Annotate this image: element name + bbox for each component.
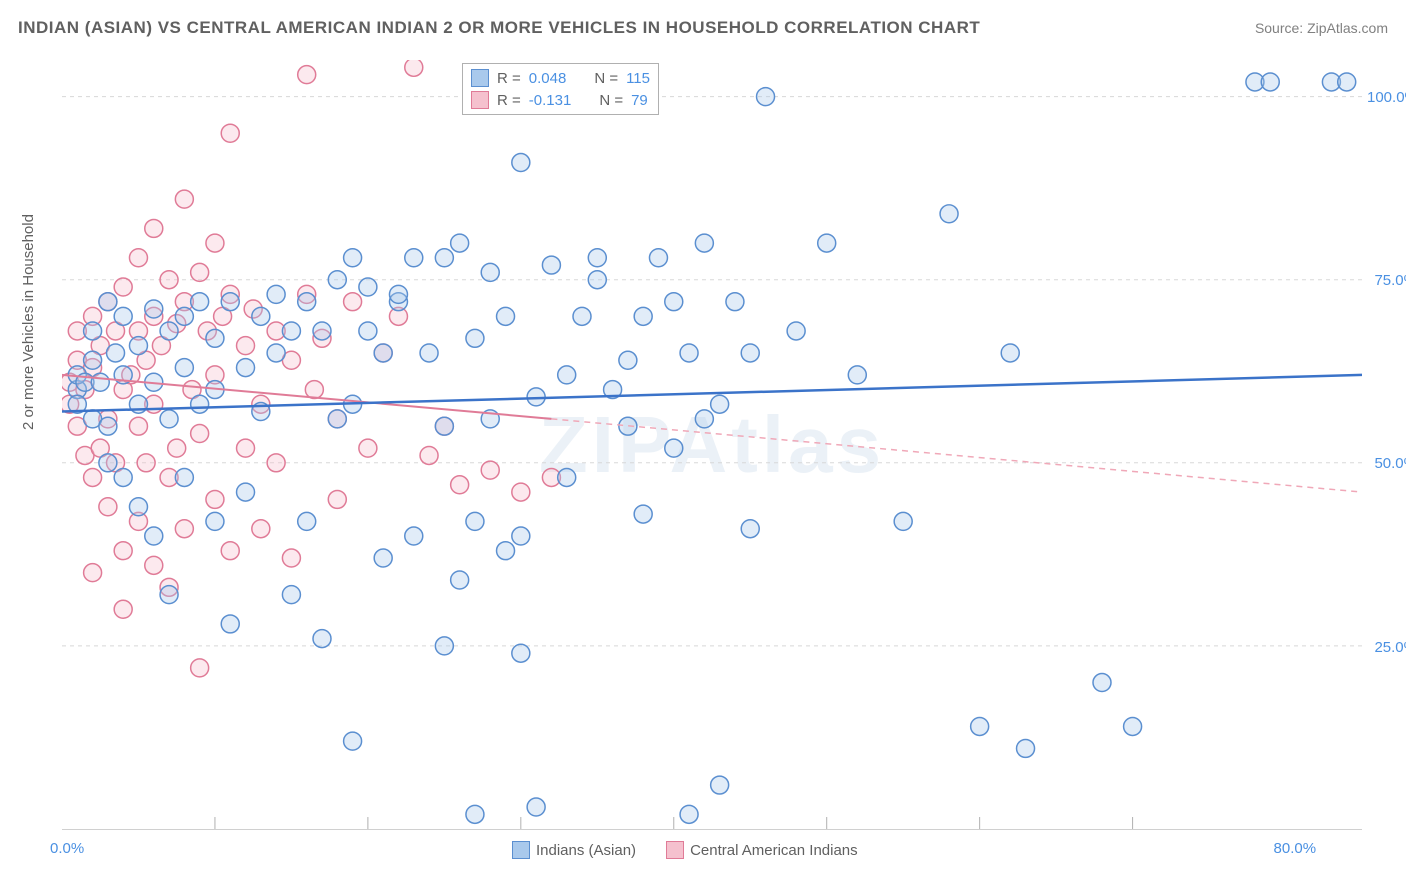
x-tick-label: 80.0%	[1274, 840, 1317, 857]
n-prefix: N =	[594, 70, 618, 87]
chart-plot-area: ZIPAtlas R = 0.048 N = 115 R = -0.131 N …	[62, 60, 1362, 830]
correlation-legend: R = 0.048 N = 115 R = -0.131 N = 79	[462, 63, 659, 115]
legend-item-1: Indians (Asian)	[512, 841, 636, 859]
y-tick-label: 75.0%	[1367, 272, 1406, 289]
r-value-1: 0.048	[529, 70, 567, 87]
legend-row-series-2: R = -0.131 N = 79	[471, 89, 650, 111]
swatch-series-1	[471, 69, 489, 87]
n-prefix: N =	[599, 92, 623, 109]
source-attribution: Source: ZipAtlas.com	[1255, 20, 1388, 36]
r-prefix: R =	[497, 92, 521, 109]
swatch-bottom-1	[512, 841, 530, 859]
y-tick-label: 100.0%	[1367, 89, 1406, 106]
swatch-bottom-2	[666, 841, 684, 859]
y-tick-label: 50.0%	[1367, 455, 1406, 472]
series-1-name: Indians (Asian)	[536, 842, 636, 859]
y-axis-label: 2 or more Vehicles in Household	[20, 214, 37, 430]
r-value-2: -0.131	[529, 92, 572, 109]
source-name: ZipAtlas.com	[1307, 20, 1388, 36]
x-tick-label: 0.0%	[50, 840, 84, 857]
scatter-plot-svg	[62, 60, 1362, 829]
series-legend: Indians (Asian) Central American Indians	[512, 841, 858, 859]
n-value-1: 115	[626, 70, 650, 87]
series-2-name: Central American Indians	[690, 842, 858, 859]
y-tick-label: 25.0%	[1367, 639, 1406, 656]
r-prefix: R =	[497, 70, 521, 87]
source-label: Source:	[1255, 20, 1307, 36]
swatch-series-2	[471, 91, 489, 109]
n-value-2: 79	[631, 92, 648, 109]
legend-item-2: Central American Indians	[666, 841, 858, 859]
legend-row-series-1: R = 0.048 N = 115	[471, 67, 650, 89]
chart-title: INDIAN (ASIAN) VS CENTRAL AMERICAN INDIA…	[18, 18, 980, 38]
